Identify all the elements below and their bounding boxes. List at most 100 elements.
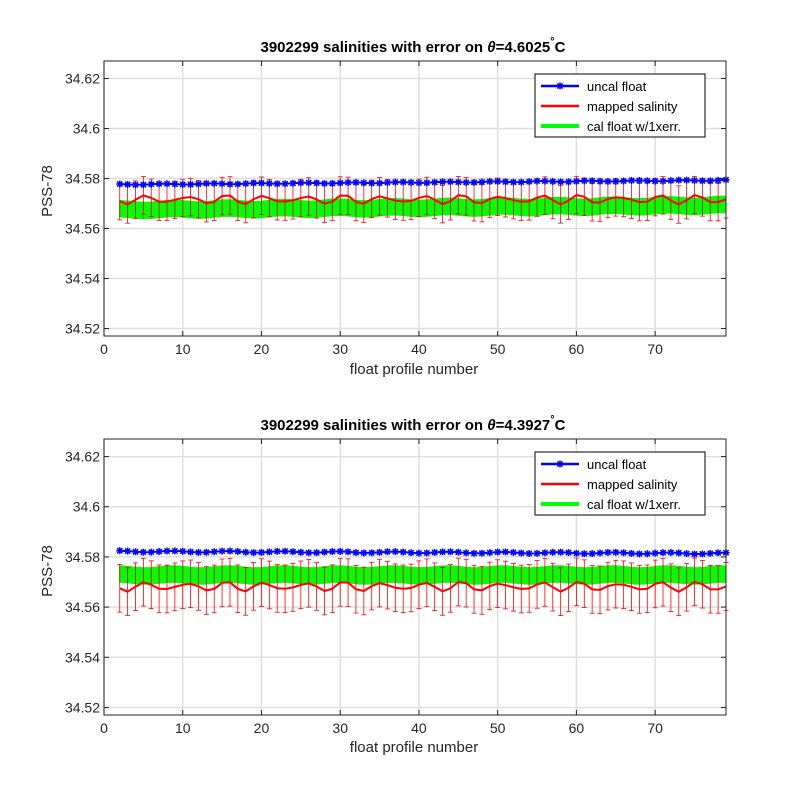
marker-stroke	[415, 179, 423, 187]
uncal-float-marker	[628, 177, 636, 184]
uncal-float-marker	[352, 178, 360, 186]
marker-stroke	[203, 549, 210, 556]
marker-stroke	[714, 177, 722, 184]
marker-stroke	[305, 179, 312, 186]
marker-stroke	[494, 178, 501, 185]
y-tick-label: 34.52	[65, 699, 100, 715]
marker-stroke	[132, 548, 139, 555]
uncal-float-marker	[360, 549, 368, 557]
marker-stroke	[211, 548, 218, 555]
uncal-float-marker	[533, 177, 541, 185]
uncal-float-marker	[257, 548, 265, 556]
marker-stroke	[636, 550, 643, 558]
uncal-float-marker	[131, 548, 139, 556]
x-tick-label: 10	[175, 720, 191, 736]
marker-stroke	[329, 180, 336, 187]
marker-stroke	[541, 177, 549, 185]
uncal-float-marker	[242, 548, 250, 556]
marker-stroke	[478, 550, 486, 557]
marker-stroke	[494, 548, 501, 556]
marker-stroke	[305, 549, 312, 556]
uncal-float-marker	[446, 178, 454, 186]
uncal-float-marker	[565, 549, 573, 557]
x-tick-label: 0	[100, 341, 108, 357]
uncal-float-marker	[124, 547, 132, 555]
uncal-float-marker	[376, 548, 384, 556]
uncal-float-marker	[620, 177, 628, 185]
marker-stroke	[226, 181, 234, 188]
x-tick-label: 70	[647, 720, 663, 736]
uncal-float-marker	[202, 179, 210, 187]
y-axis-label: PSS-78	[39, 545, 56, 597]
uncal-float-marker	[407, 549, 415, 557]
marker-stroke	[407, 549, 415, 556]
marker-stroke	[321, 548, 328, 556]
uncal-float-marker	[462, 549, 470, 557]
uncal-float-marker	[194, 548, 202, 556]
marker-stroke	[557, 178, 564, 186]
marker-stroke	[321, 180, 328, 187]
marker-stroke	[250, 179, 257, 187]
marker-stroke	[376, 549, 383, 556]
marker-stroke	[651, 178, 659, 185]
uncal-float-marker	[683, 176, 691, 184]
marker-stroke	[258, 549, 265, 556]
x-tick-label: 70	[647, 341, 663, 357]
uncal-float-marker	[439, 178, 447, 186]
legend-entry: mapped salinity	[541, 477, 678, 492]
marker-stroke	[376, 179, 383, 187]
marker-stroke	[313, 549, 320, 556]
marker-stroke	[392, 548, 399, 555]
uncal-float-marker	[423, 549, 431, 557]
marker-stroke	[218, 180, 226, 187]
bottom-panel: 3902299 salinities with error on θ=4.392…	[39, 414, 730, 756]
marker-stroke	[352, 549, 360, 556]
uncal-float-marker	[470, 549, 478, 557]
marker-stroke	[659, 177, 667, 185]
marker-stroke	[431, 549, 438, 556]
marker-stroke	[699, 550, 706, 558]
uncal-float-marker	[305, 549, 313, 557]
marker-stroke	[242, 180, 249, 187]
legend-entry: uncal float	[541, 79, 647, 94]
uncal-float-marker	[541, 549, 549, 557]
marker-stroke	[549, 178, 556, 185]
marker-stroke	[407, 179, 415, 186]
marker-stroke	[218, 548, 226, 555]
x-tick-label: 0	[100, 720, 108, 736]
marker-stroke	[195, 549, 202, 556]
marker-stroke	[211, 180, 218, 187]
marker-stroke	[171, 547, 179, 555]
uncal-float-marker	[376, 179, 384, 187]
marker-stroke	[195, 180, 202, 188]
uncal-float-marker	[328, 179, 336, 187]
uncal-float-marker	[139, 181, 147, 189]
uncal-float-marker	[494, 548, 502, 556]
marker-stroke	[148, 181, 155, 188]
uncal-float-marker	[147, 548, 155, 556]
uncal-float-marker	[313, 179, 321, 187]
marker-stroke	[470, 179, 478, 186]
marker-stroke	[596, 177, 604, 185]
marker-stroke	[447, 178, 454, 185]
marker-stroke	[691, 550, 698, 558]
uncal-float-marker	[698, 177, 706, 185]
y-tick-label: 34.58	[65, 171, 100, 187]
marker-stroke	[683, 176, 690, 184]
uncal-float-marker	[226, 180, 234, 188]
uncal-float-marker	[596, 549, 604, 557]
cal-float-band	[119, 195, 727, 220]
y-tick-label: 34.6	[73, 121, 100, 137]
uncal-float-marker	[580, 550, 588, 558]
y-tick-label: 34.52	[65, 321, 100, 337]
uncal-float-marker	[580, 177, 588, 185]
uncal-float-marker	[265, 179, 273, 187]
marker-stroke	[226, 547, 234, 555]
uncal-float-marker	[179, 547, 187, 555]
marker-stroke	[707, 550, 714, 557]
marker-stroke	[344, 548, 352, 555]
uncal-float-marker	[612, 548, 620, 556]
marker-stroke	[699, 177, 706, 185]
uncal-float-marker	[517, 549, 525, 557]
